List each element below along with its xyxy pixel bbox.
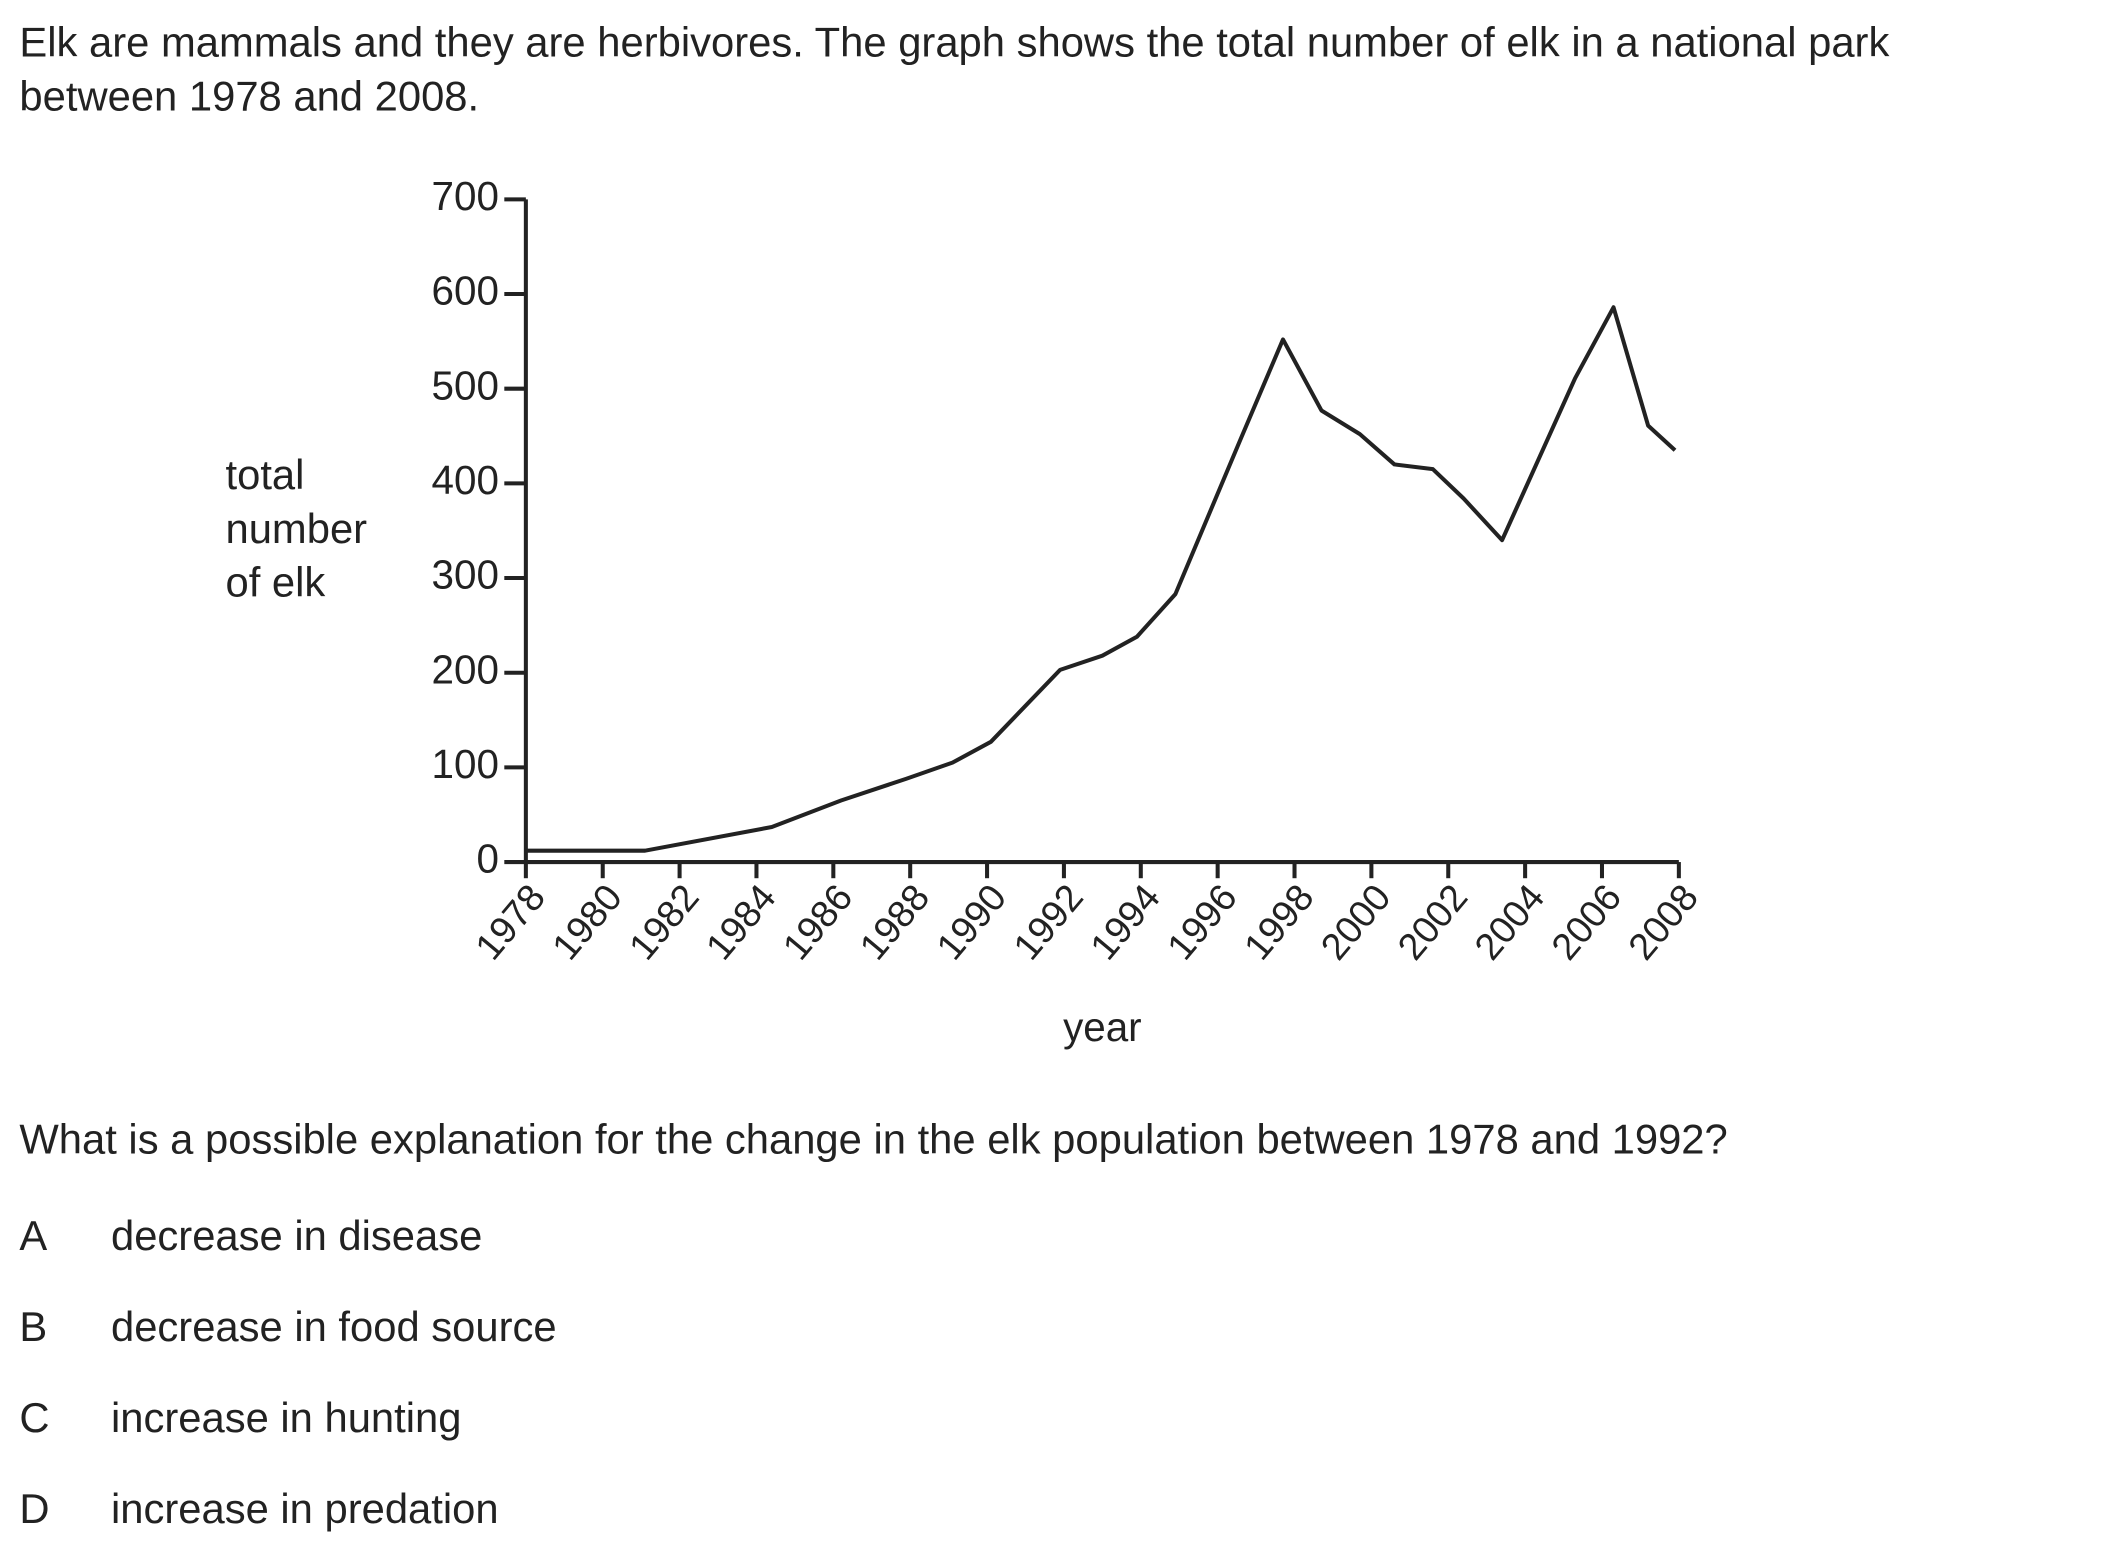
option-text: increase in predation (111, 1485, 499, 1532)
x-tick-label: 1994 (1082, 876, 1168, 967)
x-tick-label: 2002 (1389, 876, 1475, 967)
intro: Elk are mammals and they are herbivores.… (19, 18, 1890, 120)
x-tick-label: 2004 (1466, 876, 1552, 967)
option-letter: B (19, 1303, 47, 1350)
prompt: What is a possible explanation for the c… (19, 1115, 1727, 1162)
option-text: increase in hunting (111, 1394, 461, 1441)
x-tick-label: 1998 (1236, 876, 1322, 967)
y-tick-label: 700 (432, 173, 499, 219)
y-tick-label: 300 (432, 552, 499, 598)
option-letter: A (19, 1212, 47, 1259)
x-tick-label: 1978 (467, 876, 553, 967)
x-tick-label: 2008 (1620, 876, 1706, 967)
y-tick-label: 500 (432, 362, 499, 408)
x-tick-label: 1986 (774, 876, 860, 967)
y-axis-label: total number of elk (225, 451, 368, 607)
x-tick-label: 1990 (928, 876, 1014, 967)
option-text: decrease in disease (111, 1212, 482, 1259)
x-tick-label: 1988 (851, 876, 937, 967)
y-tick-label: 100 (432, 741, 499, 787)
x-tick-label: 2000 (1313, 876, 1399, 967)
y-tick-label: 600 (432, 268, 499, 314)
option-text: decrease in food source (111, 1303, 557, 1350)
intro-box: Elk are mammals and they are herbivores.… (19, 18, 1890, 120)
x-tick-label: 1992 (1005, 876, 1091, 967)
x-tick-label: 1982 (621, 876, 707, 967)
y-label-box: total number of elk (225, 451, 368, 607)
x-tick-label: 1980 (544, 876, 630, 967)
x-tick-label: 2006 (1543, 876, 1629, 967)
x-axis-label: year (1063, 1004, 1142, 1050)
data-line (525, 305, 1677, 853)
y-tick-label: 0 (476, 836, 498, 882)
x-tick-label: 1996 (1159, 876, 1245, 967)
x-tick-label: 1984 (698, 876, 784, 967)
y-tick-label: 200 (432, 646, 499, 692)
option-letter: D (19, 1485, 49, 1532)
y-tick-label: 400 (432, 457, 499, 503)
option-letter: C (19, 1394, 49, 1441)
